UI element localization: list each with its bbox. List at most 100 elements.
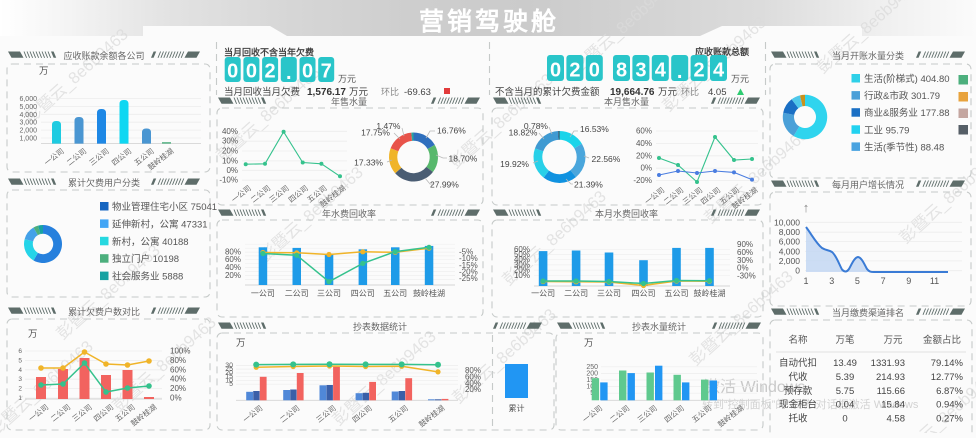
svg-text:60%: 60% <box>170 365 186 374</box>
svg-text:当月开账水量分类: 当月开账水量分类 <box>832 50 904 61</box>
svg-text:4,000: 4,000 <box>19 112 37 119</box>
svg-text:2: 2 <box>18 386 22 393</box>
svg-text:5: 5 <box>855 276 860 286</box>
svg-text:115.66: 115.66 <box>877 386 905 397</box>
svg-text:30%: 30% <box>514 260 530 269</box>
svg-text:0: 0 <box>227 61 238 83</box>
svg-text:1: 1 <box>18 395 22 402</box>
svg-text:0: 0 <box>302 61 313 83</box>
svg-text:-10%: -10% <box>459 254 478 263</box>
svg-text:40%: 40% <box>222 127 238 136</box>
svg-text:1,576.17: 1,576.17 <box>307 87 346 98</box>
svg-text:当月缴费渠道排名: 当月缴费渠道排名 <box>832 307 904 318</box>
svg-text:0: 0 <box>842 414 847 425</box>
svg-text:10%: 10% <box>222 156 238 165</box>
svg-text:25: 25 <box>225 366 233 373</box>
svg-text:应收账款余额各公司: 应收账款余额各公司 <box>63 50 144 61</box>
svg-text:15: 15 <box>225 374 233 381</box>
svg-text:7: 7 <box>881 276 886 286</box>
svg-text:万: 万 <box>28 329 38 340</box>
svg-text:鼓岭桂湖: 鼓岭桂湖 <box>413 288 445 298</box>
svg-text:一公司: 一公司 <box>531 289 555 298</box>
svg-text:6.87%: 6.87% <box>936 386 963 397</box>
svg-text:五公司: 五公司 <box>665 289 689 298</box>
svg-text:工业 95.79: 工业 95.79 <box>864 125 909 136</box>
svg-text:-15%: -15% <box>459 261 478 270</box>
svg-text:20%: 20% <box>636 151 652 160</box>
svg-text:60%: 60% <box>465 372 481 381</box>
svg-text:20%: 20% <box>222 147 238 156</box>
svg-text:5,000: 5,000 <box>19 104 37 111</box>
svg-text:累计欠费用户分类: 累计欠费用户分类 <box>68 177 140 188</box>
svg-text:独立门户 10198: 独立门户 10198 <box>112 253 179 265</box>
svg-text:40%: 40% <box>514 255 530 264</box>
svg-text:27.99%: 27.99% <box>430 180 459 190</box>
svg-text:90%: 90% <box>737 240 753 249</box>
svg-text:1331.93: 1331.93 <box>871 358 905 369</box>
svg-text:19,664.76: 19,664.76 <box>610 87 655 98</box>
svg-text:3: 3 <box>18 376 22 383</box>
svg-text:万元: 万元 <box>883 335 903 346</box>
svg-text:20: 20 <box>225 370 233 377</box>
svg-text:累计: 累计 <box>509 403 525 413</box>
svg-text:新村，公寓 40188: 新村，公寓 40188 <box>112 236 189 248</box>
svg-text:5.75: 5.75 <box>836 386 855 397</box>
svg-text:6,000: 6,000 <box>779 237 801 247</box>
svg-text:40%: 40% <box>465 379 481 388</box>
svg-text:18.70%: 18.70% <box>449 154 478 164</box>
svg-text:.: . <box>286 62 292 84</box>
svg-text:60%: 60% <box>636 127 652 136</box>
svg-text:2,000: 2,000 <box>779 256 801 266</box>
svg-text:五公司: 五公司 <box>383 289 407 298</box>
svg-text:商业&服务业 177.88: 商业&服务业 177.88 <box>864 107 950 119</box>
svg-text:万: 万 <box>39 66 49 77</box>
svg-text:4: 4 <box>713 60 725 82</box>
svg-text:80%: 80% <box>170 356 186 365</box>
svg-text:万元: 万元 <box>338 74 356 84</box>
svg-text:7: 7 <box>321 61 332 83</box>
svg-text:本月水费回收率: 本月水费回收率 <box>595 208 658 219</box>
svg-text:50%: 50% <box>514 250 530 259</box>
svg-text:15.84: 15.84 <box>881 400 905 411</box>
svg-text:5: 5 <box>18 357 22 364</box>
svg-text:物业管理住宅小区 75041: 物业管理住宅小区 75041 <box>112 201 217 213</box>
svg-text:抄表数据统计: 抄表数据统计 <box>353 321 407 332</box>
svg-text:40%: 40% <box>225 263 241 272</box>
svg-text:30: 30 <box>225 362 233 369</box>
svg-text:0: 0 <box>589 60 600 82</box>
svg-text:11: 11 <box>930 276 939 286</box>
svg-text:累计欠费户数对比: 累计欠费户数对比 <box>68 306 140 317</box>
svg-text:.: . <box>677 61 683 83</box>
svg-text:17.33%: 17.33% <box>354 158 383 168</box>
svg-text:三公司: 三公司 <box>317 289 341 298</box>
svg-text:预存款: 预存款 <box>784 385 813 397</box>
svg-text:四公司: 四公司 <box>632 289 656 298</box>
svg-text:12.77%: 12.77% <box>931 372 964 383</box>
svg-text:每月用户增长情况: 每月用户增长情况 <box>832 179 904 190</box>
svg-text:-25%: -25% <box>459 274 478 283</box>
svg-text:-30%: -30% <box>737 272 756 281</box>
svg-text:4.05: 4.05 <box>708 87 727 98</box>
svg-text:60%: 60% <box>514 245 530 254</box>
svg-text:不含当月的累计欠费金额: 不含当月的累计欠费金额 <box>495 86 600 98</box>
svg-text:↑: ↑ <box>803 200 810 215</box>
svg-text:四公司: 四公司 <box>351 289 375 298</box>
svg-text:0%: 0% <box>170 394 182 403</box>
svg-text:一公司: 一公司 <box>251 289 275 298</box>
svg-text:年售水量: 年售水量 <box>331 96 367 107</box>
svg-text:抄表水量统计: 抄表水量统计 <box>632 321 686 332</box>
svg-text:4,000: 4,000 <box>779 246 801 256</box>
svg-text:3: 3 <box>635 60 646 82</box>
svg-text:激活 Windows: 激活 Windows <box>704 378 805 396</box>
svg-text:0%: 0% <box>226 166 238 175</box>
svg-text:3,000: 3,000 <box>19 120 37 127</box>
svg-text:10: 10 <box>225 377 233 384</box>
svg-text:0.78%: 0.78% <box>524 121 549 131</box>
svg-text:2: 2 <box>265 61 276 83</box>
svg-text:17.75%: 17.75% <box>361 128 390 138</box>
svg-text:4: 4 <box>655 60 667 82</box>
svg-text:0: 0 <box>795 266 800 276</box>
svg-text:40%: 40% <box>636 139 652 148</box>
svg-text:金额占比: 金额占比 <box>923 334 961 346</box>
svg-text:80%: 80% <box>225 248 241 257</box>
